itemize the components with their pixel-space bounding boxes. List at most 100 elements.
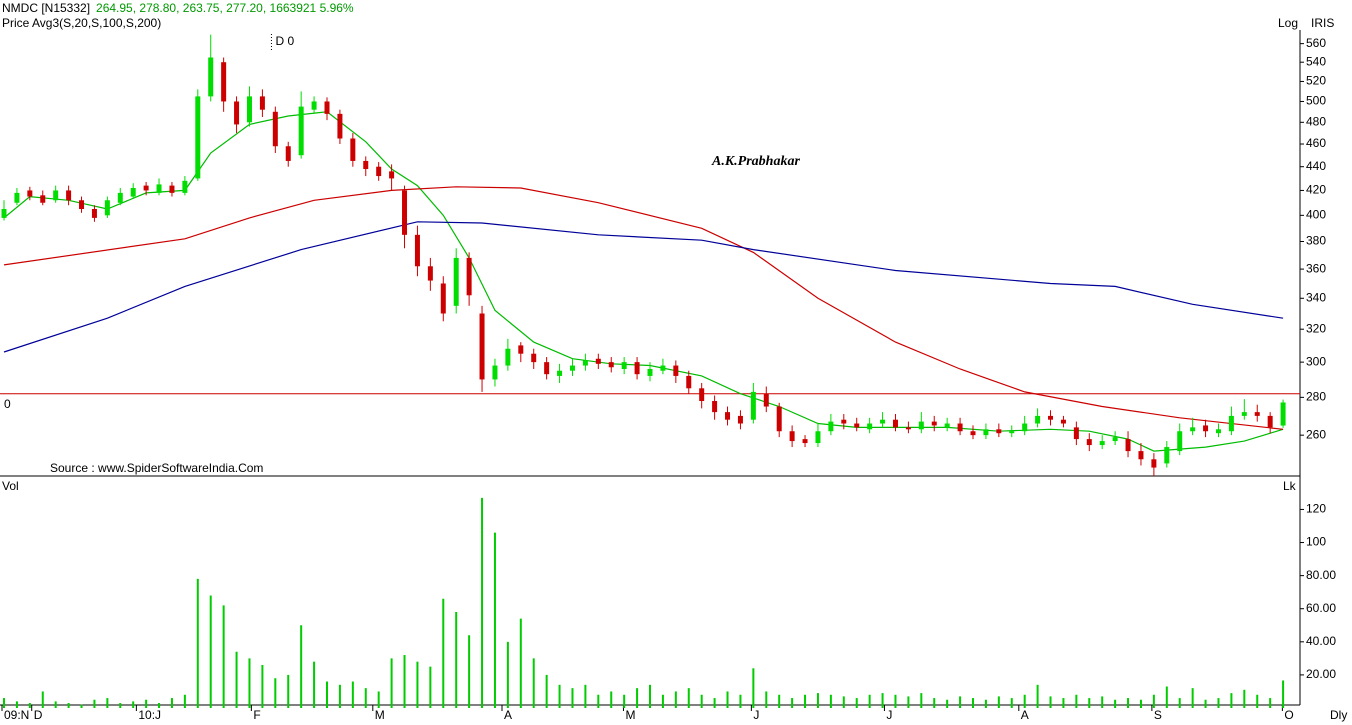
x-tick-label: J (753, 708, 759, 722)
level-label: 0 (4, 397, 11, 411)
candle-body (1177, 431, 1183, 452)
volume-unit: Lk (1283, 479, 1297, 493)
candle-body (350, 138, 356, 161)
candle-body (246, 96, 252, 123)
y-tick-label: 380 (1306, 234, 1326, 248)
candle-body (660, 365, 666, 371)
candle-body (1086, 439, 1092, 446)
y-tick-label: 480 (1306, 114, 1326, 128)
candle-body (79, 200, 85, 209)
candle-body (27, 190, 33, 197)
candle-body (699, 388, 705, 401)
candle-body (259, 96, 265, 110)
candle-body (479, 313, 485, 380)
candle-body (1138, 451, 1144, 460)
period: Dly (1330, 708, 1347, 722)
candle-body (673, 365, 679, 376)
candle-body (634, 362, 640, 375)
x-tick-label: 10:J (138, 708, 161, 722)
y-tick-label: 520 (1306, 74, 1326, 88)
candle-body (983, 429, 989, 436)
x-tick-label: S (1154, 708, 1162, 722)
candle-body (544, 362, 550, 375)
candle-body (595, 358, 601, 364)
candle-body (130, 188, 136, 197)
y-tick-label: 460 (1306, 136, 1326, 150)
source: Source : www.SpiderSoftwareIndia.Com (50, 461, 263, 475)
candle-body (492, 365, 498, 380)
candle-body (66, 190, 72, 201)
y-tick-label: 540 (1306, 54, 1326, 68)
candle-body (1009, 431, 1015, 434)
candle-body (1164, 447, 1170, 464)
symbol: NMDC [N15332] (2, 1, 90, 15)
author: A.K.Prabhakar (711, 154, 800, 169)
candle-body (918, 421, 924, 430)
scale-label: Log (1278, 16, 1298, 30)
candle-body (1035, 415, 1041, 424)
candle-body (117, 192, 123, 203)
volume-label: Vol (2, 479, 19, 493)
y-tick-label: 360 (1306, 261, 1326, 275)
quote: 264.95, 278.80, 263.75, 277.20, 1663921 … (96, 1, 354, 15)
candle-body (957, 423, 963, 432)
candle-body (285, 146, 291, 161)
candle-body (169, 185, 175, 193)
candle-body (440, 283, 446, 314)
y-tick-label: 340 (1306, 290, 1326, 304)
candle-body (763, 393, 769, 407)
volume-tick-label: 20.00 (1306, 667, 1336, 681)
candle-body (815, 431, 821, 444)
volume-tick-label: 80.00 (1306, 568, 1336, 582)
candle-body (686, 375, 692, 389)
candle-body (892, 419, 898, 428)
candle-body (841, 419, 847, 424)
candle-body (582, 360, 588, 366)
candle-body (311, 101, 317, 110)
candle-body (1060, 419, 1066, 424)
candle-body (1203, 425, 1209, 432)
candle-body (363, 160, 369, 170)
candle-body (931, 421, 937, 426)
candle-body (1, 208, 7, 218)
moving-average (3, 111, 1284, 452)
candle-body (1254, 412, 1260, 416)
candle-body (557, 370, 563, 376)
volume-tick-label: 100 (1306, 535, 1326, 549)
candle-body (802, 439, 808, 444)
y-tick-label: 400 (1306, 208, 1326, 222)
candle-body (1073, 427, 1079, 440)
candle-body (53, 190, 59, 201)
candle-body (195, 96, 201, 179)
volume-tick-label: 120 (1306, 502, 1326, 516)
candle-body (1267, 415, 1273, 428)
candle-body (867, 423, 873, 430)
x-tick-label: J (886, 708, 892, 722)
candle-body (1241, 412, 1247, 416)
candle-body (1112, 437, 1118, 442)
candle-body (1151, 459, 1157, 468)
candle-body (621, 362, 627, 369)
x-tick-label: A (504, 708, 512, 722)
x-tick-label: 09:N (4, 708, 29, 722)
candle-body (647, 368, 653, 376)
candle-body (1022, 423, 1028, 432)
source-label: IRIS (1311, 16, 1334, 30)
candle-body (970, 431, 976, 436)
y-tick-label: 260 (1306, 427, 1326, 441)
candle-body (737, 415, 743, 424)
candle-body (1280, 402, 1286, 426)
candle-body (1099, 441, 1105, 446)
candle-body (466, 257, 472, 296)
candle-body (518, 345, 524, 354)
candle-body (1228, 415, 1234, 432)
x-tick-label: M (625, 708, 635, 722)
candle-body (789, 431, 795, 442)
volume-tick-label: 40.00 (1306, 634, 1336, 648)
volume-tick-label: 60.00 (1306, 601, 1336, 615)
candle-body (880, 419, 886, 424)
x-tick-label: A (1021, 708, 1029, 722)
candle-body (298, 106, 304, 156)
